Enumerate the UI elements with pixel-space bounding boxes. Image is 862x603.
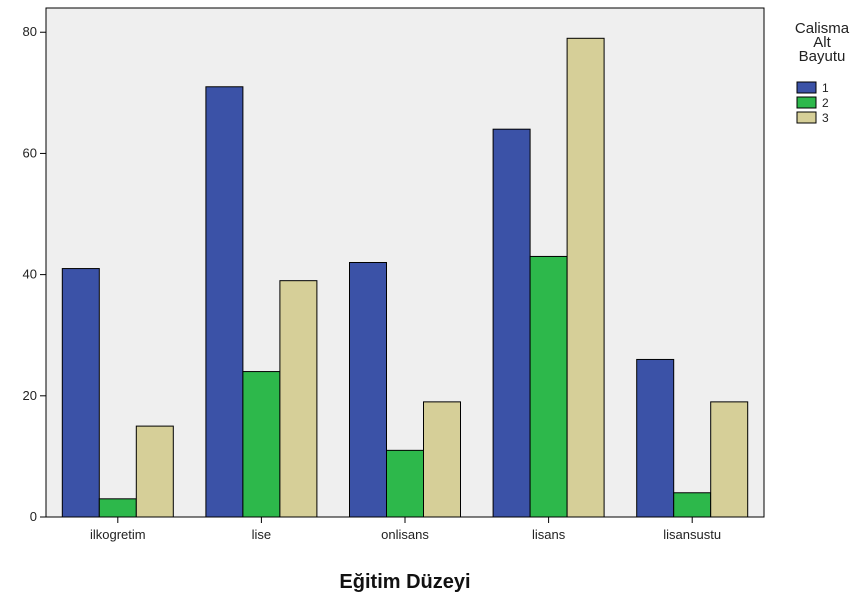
x-tick-label: onlisans: [381, 527, 429, 542]
bar-lisans-series-1: [492, 128, 531, 518]
bar-lisansustu-series-3: [710, 401, 749, 518]
x-tick-label: lise: [252, 527, 272, 542]
y-tick-label: 40: [23, 267, 37, 282]
legend-label: 1: [822, 81, 829, 95]
legend-title-line: Bayutu: [799, 48, 846, 65]
bar-onlisans-series-1: [349, 262, 387, 518]
legend-swatch-3: [796, 111, 817, 124]
legend-title-line: Alt: [813, 34, 831, 51]
bar-lisansustu-series-1: [636, 358, 675, 518]
bar-ilkogretim-series-3: [135, 425, 174, 518]
x-axis: ilkogretim lise onlisans lisans lisansustu: [90, 517, 721, 542]
bar-lise-series-2: [242, 371, 281, 518]
bar-lisans-series-2: [529, 255, 568, 518]
bar-lise-series-3: [279, 280, 318, 518]
y-tick-label: 60: [23, 145, 37, 160]
y-tick-label: 0: [30, 509, 37, 524]
bar-lisans-series-3: [566, 37, 605, 518]
bars-group: [61, 37, 749, 518]
legend-label: 3: [822, 111, 829, 125]
x-tick-label: lisansustu: [663, 527, 721, 542]
legend-swatch-2: [796, 96, 817, 109]
x-tick-label: lisans: [532, 527, 566, 542]
bar-onlisans-series-3: [423, 401, 461, 518]
y-axis: 0 20 40 60 80: [23, 24, 46, 524]
bar-lisansustu-series-2: [673, 492, 712, 518]
bar-ilkogretim-series-2: [98, 498, 137, 518]
y-tick-label: 20: [23, 388, 37, 403]
legend-title-line: Calisma: [795, 20, 850, 37]
legend-label: 2: [822, 96, 829, 110]
bar-lise-series-1: [205, 86, 244, 518]
x-tick-label: ilkogretim: [90, 527, 146, 542]
bar-ilkogretim-series-1: [61, 268, 100, 518]
x-axis-label: Eğitim Düzeyi: [339, 571, 470, 593]
bar-onlisans-series-2: [386, 449, 424, 518]
legend-swatch-1: [796, 81, 817, 94]
y-tick-label: 80: [23, 24, 37, 39]
